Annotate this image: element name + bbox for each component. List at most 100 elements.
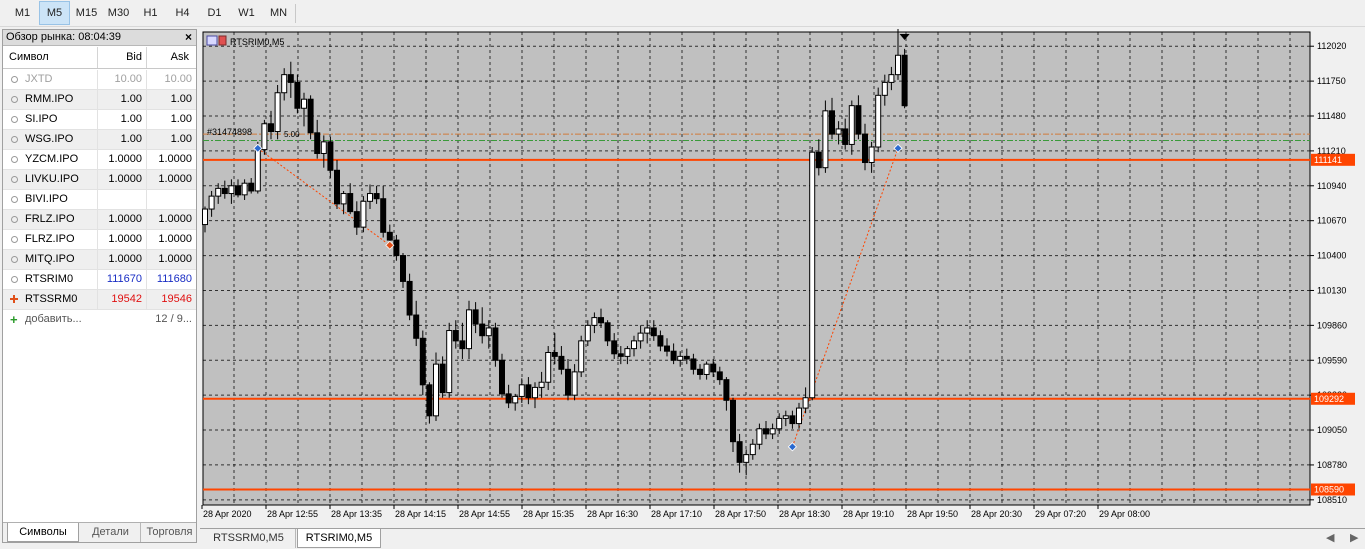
symbol-row[interactable]: BIVI.IPO: [3, 190, 196, 210]
column-divider[interactable]: [146, 47, 147, 68]
symbol-name: SI.IPO: [25, 113, 58, 125]
cell-divider: [146, 150, 147, 170]
candle-body: [683, 355, 690, 360]
add-symbol-label[interactable]: добавить...: [25, 313, 82, 325]
column-divider[interactable]: [97, 47, 98, 68]
candle-body: [287, 74, 294, 83]
candle-body: [881, 81, 888, 96]
buy-trade-marker[interactable]: [253, 143, 263, 153]
cell-divider: [146, 250, 147, 270]
time-axis-label: 28 Apr 14:15: [395, 509, 446, 519]
timeframe-m15-button[interactable]: M15: [75, 7, 98, 19]
tab-symbols[interactable]: Символы: [7, 523, 79, 542]
symbol-row[interactable]: SI.IPO 1.00 1.00: [3, 110, 196, 130]
close-icon[interactable]: ×: [184, 30, 192, 44]
candle-body: [888, 74, 895, 83]
candle-body: [743, 454, 750, 463]
candle-body: [518, 384, 525, 397]
circle-icon: [11, 256, 18, 263]
timeframe-m30-button[interactable]: M30: [107, 7, 130, 19]
ask-value: 1.0000: [158, 233, 192, 245]
candle-body: [532, 386, 538, 399]
cell-divider: [146, 110, 147, 130]
candle-body: [281, 74, 288, 94]
symbol-row[interactable]: RMM.IPO 1.00 1.00: [3, 90, 196, 110]
cell-divider: [146, 190, 147, 210]
column-header-bid[interactable]: Bid: [126, 51, 142, 63]
timeframe-m5-button[interactable]: M5: [39, 1, 70, 25]
tab-trading[interactable]: Торговля: [146, 526, 193, 538]
timeframe-w1-button[interactable]: W1: [238, 7, 255, 19]
symbol-name: JXTD: [25, 73, 53, 85]
candle-body: [842, 128, 849, 145]
symbol-row[interactable]: FRLZ.IPO 1.0000 1.0000: [3, 210, 196, 230]
candle-body: [353, 211, 360, 228]
cell-divider: [97, 250, 98, 270]
ask-value: 1.00: [170, 113, 192, 125]
bid-value: 1.0000: [108, 173, 142, 185]
time-axis-label: 28 Apr 19:50: [907, 509, 958, 519]
candle-body: [730, 399, 736, 443]
bid-value: 1.00: [120, 133, 142, 145]
symbol-name: RTSRIM0: [25, 273, 74, 285]
column-header-ask[interactable]: Ask: [170, 51, 189, 63]
candle-body: [802, 397, 809, 409]
candle-body: [617, 353, 624, 357]
symbol-row[interactable]: YZCM.IPO 1.0000 1.0000: [3, 150, 196, 170]
column-header-symbol[interactable]: Символ: [9, 51, 49, 63]
cell-divider: [146, 270, 147, 290]
chart-tab-rtssrm0[interactable]: RTSSRM0,M5: [202, 529, 296, 548]
timeframe-h1-button[interactable]: H1: [143, 7, 158, 19]
candle-body: [208, 195, 215, 210]
candle-body: [327, 141, 334, 171]
circle-icon: [11, 136, 18, 143]
symbol-row[interactable]: RTSRIM0 111670 111680: [3, 270, 196, 290]
add-symbol-row[interactable]: + добавить... 12 / 9...: [3, 310, 196, 330]
tab-details[interactable]: Детали: [81, 523, 141, 542]
candle-body: [650, 327, 657, 337]
circle-icon: [11, 176, 18, 183]
symbol-name: YZCM.IPO: [25, 153, 79, 165]
symbol-row[interactable]: RTSSRM0 19542 19546: [3, 290, 196, 310]
candle-body: [611, 340, 618, 355]
candle-body: [400, 255, 406, 282]
buy-trade-marker[interactable]: [787, 442, 797, 452]
chart-tab-rtsrim0[interactable]: RTSRIM0,M5: [297, 529, 381, 548]
timeframe-m1-button[interactable]: M1: [14, 7, 31, 19]
candle-body: [347, 193, 354, 213]
timeframe-mn-button[interactable]: MN: [269, 7, 288, 19]
symbol-row[interactable]: FLRZ.IPO 1.0000 1.0000: [3, 230, 196, 250]
candle-body: [472, 309, 479, 325]
timeframe-d1-button[interactable]: D1: [207, 7, 222, 19]
sell-trade-marker[interactable]: [385, 240, 395, 250]
timeframe-toolbar: M1 M5 M15 M30 H1 H4 D1 W1 MN: [0, 0, 1365, 27]
cell-divider: [97, 150, 98, 170]
symbol-row[interactable]: LIVKU.IPO 1.0000 1.0000: [3, 170, 196, 190]
price-axis-label: 111750: [1317, 76, 1346, 86]
candle-body: [677, 355, 684, 361]
candle-body: [736, 441, 743, 463]
cell-divider: [97, 130, 98, 150]
plot-area: [202, 31, 1311, 506]
symbol-row[interactable]: WSG.IPO 1.00 1.00: [3, 130, 196, 150]
price-chart[interactable]: 112020 111750 111480 111210 110940 110670 1104…: [200, 29, 1365, 528]
level-price-label: 111141: [1314, 155, 1342, 165]
symbol-row[interactable]: MITQ.IPO 1.0000 1.0000: [3, 250, 196, 270]
candle-body: [452, 330, 459, 342]
candle-body: [485, 327, 492, 337]
candle-body: [815, 151, 822, 169]
bid-value: 1.0000: [108, 153, 142, 165]
timeframe-h4-button[interactable]: H4: [175, 7, 190, 19]
buy-trade-marker[interactable]: [893, 143, 903, 153]
time-axis-label: 29 Apr 07:20: [1035, 509, 1086, 519]
candle-body: [241, 182, 248, 196]
candle-body: [367, 193, 373, 202]
chevron-left-icon[interactable]: ◀: [1326, 532, 1335, 544]
candle-body: [268, 123, 274, 133]
symbol-row[interactable]: JXTD 10.00 10.00: [3, 70, 196, 90]
candle-body: [373, 193, 380, 200]
cell-divider: [146, 90, 147, 110]
chevron-right-icon[interactable]: ▶: [1350, 532, 1359, 544]
candle-body: [215, 187, 222, 197]
cell-divider: [146, 290, 147, 310]
